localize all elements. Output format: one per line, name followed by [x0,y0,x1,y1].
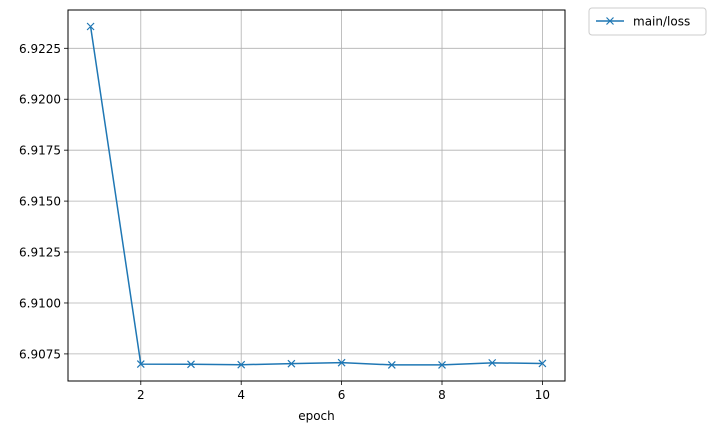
data-point [237,360,246,369]
series-line [89,26,543,366]
data-point [488,358,497,367]
y-tick-label: 6.9175 [19,144,61,158]
x-tick-label: 8 [438,388,446,402]
x-tick-label: 2 [137,388,145,402]
y-tick-label: 6.9075 [19,347,61,361]
data-point [287,359,296,368]
data-point [538,359,547,368]
grid [68,10,565,381]
data-point [136,360,145,369]
legend-label: main/loss [633,15,690,29]
y-tick-label: 6.9125 [19,246,61,260]
data-point [187,360,195,369]
x-axis: 2 4 6 8 10 [137,381,550,402]
y-axis: 6.9075 6.9100 6.9125 6.9150 6.9175 6.9200 6.92… [19,42,68,361]
data-point [438,360,446,369]
data-point [387,360,396,369]
data-point [337,358,346,367]
y-tick-label: 6.9200 [19,93,61,107]
legend-box [588,7,707,36]
legend: main/loss [588,7,707,36]
data-point [86,22,95,31]
x-tick-label: 4 [237,388,245,402]
x-tick-label: 10 [535,388,550,402]
y-tick-label: 6.9225 [19,42,61,56]
legend-marker [606,17,614,25]
x-tick-label: 6 [338,388,346,402]
x-axis-label: epoch [298,409,335,423]
plot-frame [67,9,566,382]
y-tick-label: 6.9150 [19,195,61,209]
y-tick-label: 6.9100 [19,296,61,310]
series-layer [86,22,547,369]
